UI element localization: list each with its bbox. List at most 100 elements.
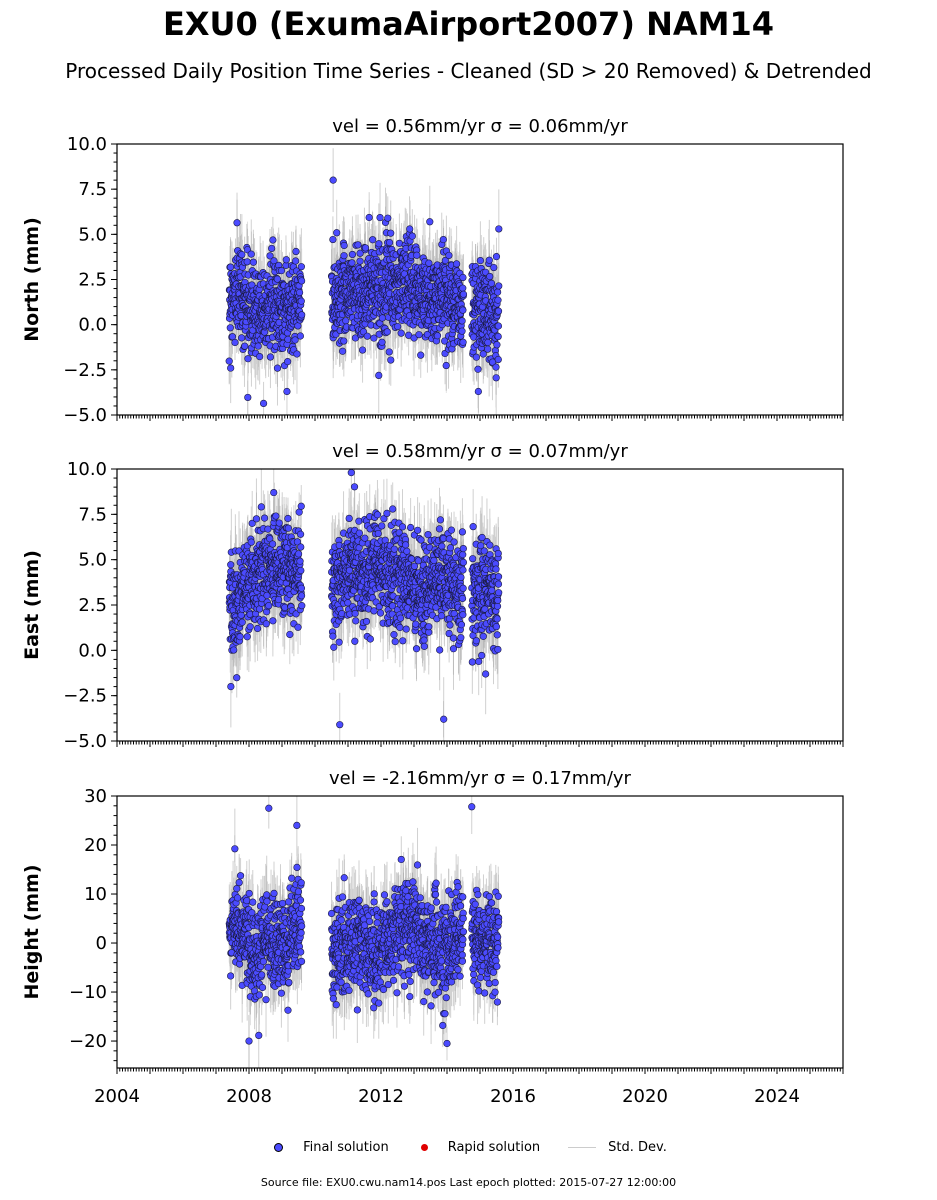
data-point — [268, 244, 276, 253]
data-point — [493, 341, 501, 349]
data-point — [348, 250, 357, 259]
data-point — [259, 399, 268, 408]
panel-data — [225, 469, 503, 741]
data-point — [415, 331, 423, 339]
panel-title: vel = 0.56mm/yr σ = 0.06mm/yr — [332, 116, 628, 137]
data-point — [227, 364, 235, 372]
data-point — [244, 393, 252, 402]
data-point — [486, 272, 494, 281]
final-solution-points — [225, 176, 503, 408]
data-point — [277, 267, 286, 275]
data-point — [442, 361, 450, 370]
data-point — [295, 288, 304, 297]
y-tick-label: 5.0 — [78, 224, 107, 245]
data-point — [292, 247, 300, 256]
data-point — [433, 332, 442, 340]
data-point — [387, 229, 395, 237]
panel-1: −5.0 −2.5 0.0 2.5 5.0 7.5 10.0 vel = 0.56mm/yr … — [21, 116, 844, 426]
data-point — [423, 330, 432, 339]
data-point — [494, 322, 503, 330]
data-point — [339, 347, 347, 355]
data-point — [266, 252, 274, 260]
data-point — [495, 282, 503, 290]
data-point — [494, 307, 503, 315]
data-point — [273, 364, 282, 372]
data-point — [459, 290, 468, 298]
data-point — [247, 250, 255, 258]
data-point — [494, 332, 502, 341]
data-point — [458, 317, 466, 325]
data-point — [378, 314, 386, 322]
data-point — [479, 350, 487, 358]
data-point — [394, 322, 402, 331]
data-point — [484, 345, 492, 353]
data-point — [298, 277, 306, 285]
data-point — [333, 229, 341, 237]
data-point — [340, 252, 348, 260]
data-point — [238, 334, 246, 342]
data-point — [410, 334, 418, 342]
data-point — [238, 251, 246, 259]
data-point — [370, 334, 378, 342]
data-point — [376, 213, 384, 222]
data-point — [385, 238, 394, 247]
data-point — [249, 258, 257, 266]
y-tick-label: −5.0 — [63, 405, 107, 426]
data-point — [284, 358, 292, 366]
data-point — [266, 353, 275, 361]
data-point — [492, 253, 501, 261]
chart-subtitle: Processed Daily Position Time Series - C… — [65, 59, 872, 83]
data-point — [256, 352, 264, 361]
data-point — [413, 251, 421, 259]
data-point — [293, 350, 301, 358]
data-point — [273, 275, 281, 283]
chart-title: EXU0 (ExumaAirport2007) NAM14 — [163, 5, 774, 43]
data-point — [358, 346, 367, 354]
data-point — [348, 259, 356, 267]
data-point — [445, 251, 453, 260]
data-point — [369, 236, 377, 244]
data-point — [485, 256, 493, 264]
data-point — [356, 257, 364, 265]
data-point — [385, 348, 393, 356]
data-point — [439, 235, 447, 244]
data-point — [459, 338, 467, 346]
data-point — [241, 342, 249, 350]
data-point — [296, 332, 304, 340]
data-point — [283, 387, 291, 396]
y-tick-label: 2.5 — [78, 270, 107, 291]
data-point — [494, 296, 502, 304]
panel-data — [225, 148, 503, 415]
y-tick-label: 7.5 — [78, 179, 107, 200]
data-point — [243, 258, 251, 266]
data-point — [340, 241, 348, 250]
data-point — [354, 241, 362, 249]
x-ticks — [116, 415, 844, 421]
data-point — [426, 218, 434, 226]
data-point — [494, 355, 502, 364]
y-tick-label: 10.0 — [67, 134, 107, 155]
data-point — [383, 328, 391, 336]
y-tick-label: 0.0 — [78, 315, 107, 336]
data-point — [375, 240, 383, 248]
data-point — [226, 263, 235, 271]
data-point — [492, 374, 500, 382]
data-point — [233, 219, 241, 227]
data-point — [397, 329, 405, 337]
data-point — [490, 263, 498, 272]
data-point — [297, 263, 305, 271]
data-point — [487, 279, 496, 287]
data-point — [408, 232, 416, 240]
data-point — [387, 356, 395, 364]
data-point — [244, 355, 252, 363]
data-point — [378, 338, 386, 346]
data-point — [441, 337, 449, 345]
y-axis-label: North (mm) — [21, 217, 43, 342]
data-point — [459, 306, 467, 314]
data-point — [269, 236, 277, 244]
data-point — [458, 327, 466, 335]
data-point — [361, 244, 370, 252]
data-point — [406, 225, 414, 233]
